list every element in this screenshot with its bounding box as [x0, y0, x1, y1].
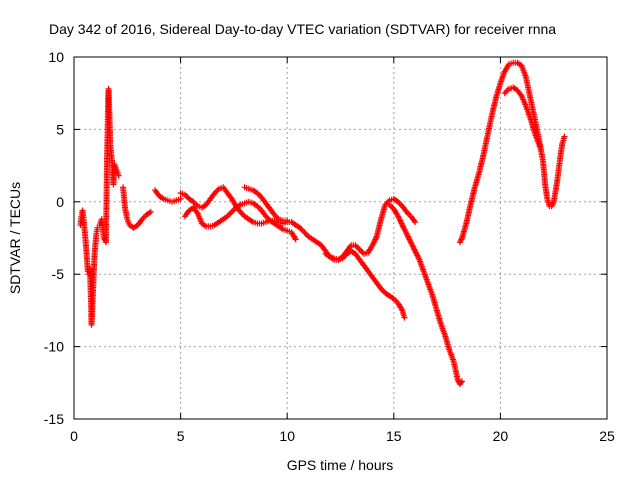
x-tick-label: 10	[279, 428, 295, 444]
y-tick-label: -5	[52, 266, 65, 282]
y-tick-label: 5	[56, 121, 64, 137]
data-point	[177, 195, 184, 202]
data-point	[401, 314, 408, 321]
axis-ticks	[73, 56, 608, 420]
data-point	[561, 133, 568, 140]
x-tick-label: 0	[70, 428, 78, 444]
x-tick-labels: 0 5 10 15 20 25	[70, 428, 615, 444]
chart-title: Day 342 of 2016, Sidereal Day-to-day VTE…	[49, 21, 556, 37]
data-point	[147, 208, 154, 215]
data-point	[501, 90, 508, 97]
y-axis-label: SDTVAR / TECUs	[7, 182, 23, 294]
data-point	[537, 146, 544, 153]
data-points	[77, 59, 568, 388]
y-tick-label: -15	[44, 411, 64, 427]
x-axis-label: GPS time / hours	[287, 457, 394, 473]
y-tick-label: 0	[56, 194, 64, 210]
plot-frame	[73, 56, 608, 420]
y-tick-label: 10	[48, 49, 64, 65]
y-tick-labels: -15 -10 -5 0 5 10	[44, 49, 64, 427]
data-point	[412, 219, 419, 226]
data-point	[115, 172, 122, 179]
y-tick-label: -10	[44, 339, 64, 355]
data-point	[459, 378, 465, 385]
x-tick-label: 25	[599, 428, 615, 444]
grid-lines	[74, 57, 607, 419]
x-tick-label: 5	[177, 428, 185, 444]
x-tick-label: 20	[493, 428, 509, 444]
x-tick-label: 15	[386, 428, 402, 444]
data-point	[292, 236, 299, 243]
data-point	[284, 217, 291, 224]
